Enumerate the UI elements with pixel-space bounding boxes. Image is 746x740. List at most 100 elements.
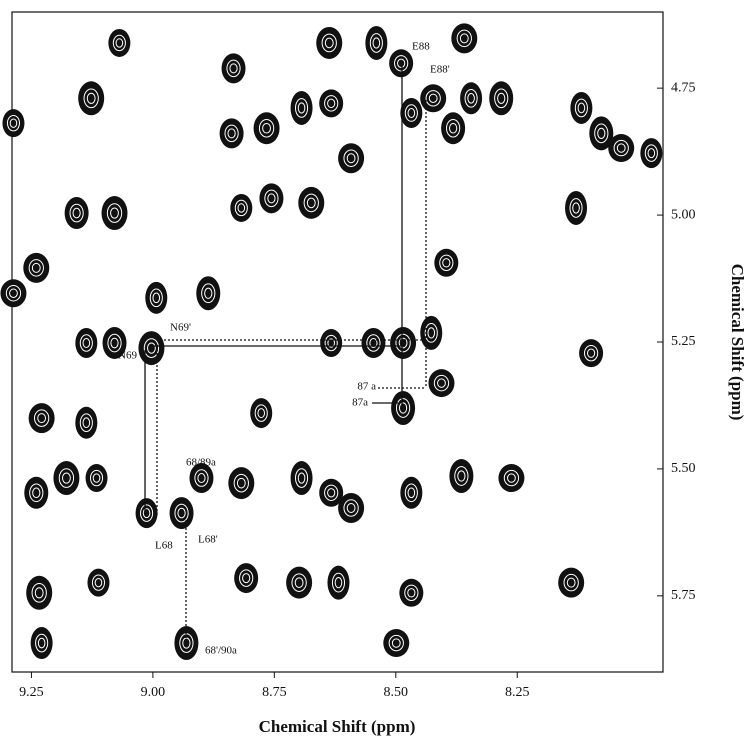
peak bbox=[221, 53, 246, 84]
contour-ring bbox=[343, 499, 359, 517]
x-tick-label: 8.25 bbox=[505, 685, 530, 700]
peak bbox=[228, 467, 255, 500]
peak bbox=[498, 464, 525, 493]
contour-ring bbox=[32, 487, 41, 499]
contour-ring bbox=[439, 254, 454, 271]
contour-ring bbox=[397, 58, 406, 68]
peak bbox=[383, 629, 410, 658]
peak bbox=[24, 476, 49, 509]
contour-ring bbox=[366, 334, 381, 352]
peak bbox=[400, 476, 423, 509]
contour-ring bbox=[237, 203, 246, 213]
peak bbox=[101, 196, 128, 231]
contour-ring bbox=[594, 123, 609, 144]
contour-ring bbox=[177, 507, 186, 519]
contour-ring bbox=[331, 572, 346, 593]
contour-ring bbox=[229, 63, 238, 74]
contour-ring bbox=[503, 469, 520, 487]
contour-ring bbox=[79, 413, 93, 433]
peak-annotation: 68/89a bbox=[186, 457, 216, 469]
contour-ring bbox=[94, 577, 103, 588]
contour-ring bbox=[227, 128, 236, 139]
peak-annotation: 87 a bbox=[357, 381, 376, 393]
contour-ring bbox=[110, 207, 119, 219]
contour-ring bbox=[569, 198, 583, 218]
peak bbox=[108, 28, 131, 57]
contour-ring bbox=[398, 402, 408, 414]
peak bbox=[28, 403, 55, 434]
contour-ring bbox=[294, 98, 309, 118]
peak bbox=[451, 23, 478, 54]
contour-ring bbox=[407, 588, 416, 598]
peak bbox=[327, 565, 350, 600]
contour-ring bbox=[327, 488, 336, 498]
contour-ring bbox=[31, 582, 47, 603]
contour-ring bbox=[395, 333, 411, 353]
contour-ring bbox=[457, 470, 466, 482]
contour-ring bbox=[507, 473, 516, 483]
contour-ring bbox=[428, 93, 438, 104]
peak bbox=[135, 498, 158, 529]
contour-ring bbox=[72, 207, 81, 219]
contour-ring bbox=[424, 323, 438, 343]
contour-ring bbox=[35, 633, 49, 653]
contour-ring bbox=[28, 259, 44, 277]
contour-ring bbox=[369, 338, 378, 349]
peak bbox=[316, 26, 343, 59]
contour-ring bbox=[264, 189, 279, 208]
y-tick-label: 4.75 bbox=[671, 80, 696, 95]
contour-ring bbox=[456, 29, 472, 48]
peak bbox=[608, 134, 635, 163]
peak bbox=[441, 112, 466, 145]
contour-ring bbox=[294, 468, 309, 488]
contour-ring bbox=[321, 33, 337, 53]
peak-annotation: L68 bbox=[155, 540, 173, 552]
contour-ring bbox=[327, 338, 335, 348]
contour-ring bbox=[29, 483, 44, 503]
contour-ring bbox=[174, 503, 189, 523]
contour-ring bbox=[407, 487, 416, 499]
contour-ring bbox=[597, 127, 606, 139]
peak bbox=[102, 327, 127, 360]
peak bbox=[0, 279, 27, 308]
peak bbox=[428, 369, 455, 398]
contour-ring bbox=[566, 577, 576, 588]
peak bbox=[361, 328, 386, 359]
peak-annotation: E88' bbox=[430, 64, 450, 76]
contour-ring bbox=[34, 587, 44, 599]
contour-ring bbox=[563, 573, 579, 592]
contour-ring bbox=[297, 102, 306, 114]
contour-ring bbox=[404, 104, 418, 122]
peak bbox=[138, 331, 165, 366]
peak bbox=[87, 568, 110, 597]
contour-ring bbox=[586, 348, 596, 358]
contour-ring bbox=[574, 98, 588, 118]
contour-ring bbox=[647, 148, 656, 159]
contour-ring bbox=[226, 59, 241, 78]
contour-ring bbox=[346, 503, 356, 514]
peak bbox=[640, 138, 663, 169]
peak bbox=[399, 578, 424, 607]
peak bbox=[23, 252, 50, 283]
peak bbox=[389, 49, 414, 78]
contour-ring bbox=[294, 577, 304, 588]
contour-ring bbox=[147, 342, 156, 354]
peak bbox=[420, 84, 447, 113]
contour-ring bbox=[33, 409, 50, 427]
peak bbox=[319, 478, 344, 507]
peaks bbox=[0, 23, 663, 661]
contour-ring bbox=[37, 637, 46, 649]
contour-ring bbox=[82, 338, 91, 349]
peak bbox=[219, 118, 244, 149]
peak bbox=[259, 183, 284, 214]
peak bbox=[489, 81, 514, 116]
peak bbox=[53, 461, 80, 496]
y-tick-label: 5.25 bbox=[671, 334, 696, 349]
contour-ring bbox=[86, 92, 96, 104]
contour-ring bbox=[239, 569, 254, 587]
peak-annotation: E88 bbox=[412, 41, 430, 53]
contour-ring bbox=[467, 93, 475, 104]
contour-ring bbox=[464, 89, 478, 108]
peak-annotation: 68'/90a bbox=[205, 645, 237, 657]
peak bbox=[30, 627, 53, 660]
